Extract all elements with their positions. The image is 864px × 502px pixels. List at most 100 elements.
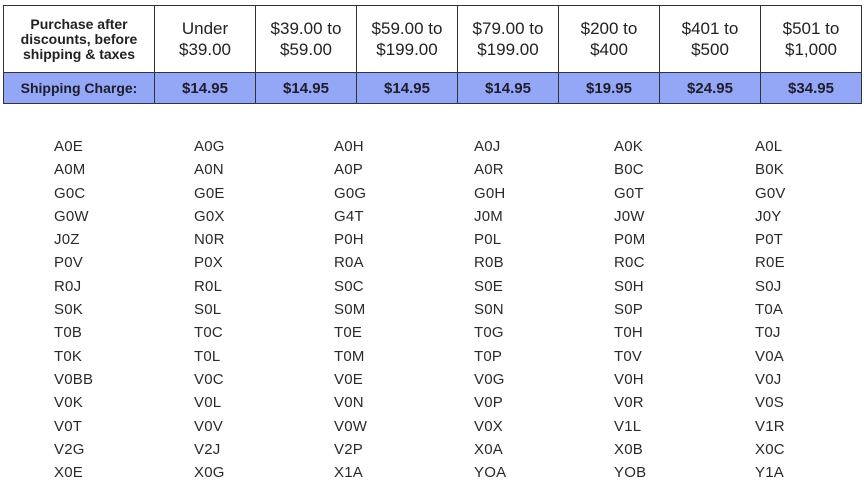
postal-code: T0C — [194, 324, 223, 342]
postal-code-row: V0K V0L V0N V0P V0R V0S — [0, 393, 864, 416]
tier-header-label: $200 to $400 — [580, 19, 638, 59]
postal-code-row: V2G V2J V2P X0A X0B X0C — [0, 440, 864, 463]
tier-header-label: $79.00 to $199.00 — [472, 19, 544, 59]
tier-header-cell: $79.00 to $199.00 — [457, 5, 559, 73]
tier-header-label: Under $39.00 — [179, 19, 231, 59]
tier-header-label: $501 to $1,000 — [782, 19, 840, 59]
postal-code: V0R — [614, 394, 644, 412]
postal-code: T0K — [54, 347, 83, 365]
postal-code: G4T — [334, 207, 364, 225]
postal-code-row: V0BB V0C V0E V0G V0H V0J — [0, 370, 864, 393]
postal-code: A0N — [194, 161, 224, 179]
postal-code: R0L — [194, 277, 223, 295]
postal-code: YOB — [614, 464, 647, 482]
postal-code: V2G — [54, 440, 85, 458]
postal-code: V0N — [334, 394, 364, 412]
postal-code: V0S — [755, 394, 784, 412]
postal-code: X0A — [474, 440, 503, 458]
postal-code-row: X0E X0G X1A YOA YOB Y1A — [0, 463, 864, 486]
postal-code: V2P — [334, 440, 363, 458]
postal-code: S0H — [614, 277, 644, 295]
shipping-charge-value: $14.95 — [154, 72, 256, 104]
postal-code: T0A — [755, 301, 784, 319]
tier-header-cell: $401 to $500 — [659, 5, 761, 73]
postal-code: P0T — [755, 231, 784, 249]
postal-code: X0E — [54, 464, 83, 482]
postal-code: T0B — [54, 324, 83, 342]
tier-header-cell: Under $39.00 — [154, 5, 256, 73]
postal-code: Y1A — [755, 464, 784, 482]
postal-code: A0J — [474, 138, 501, 155]
postal-code: G0W — [54, 207, 89, 225]
postal-code: T0P — [474, 347, 503, 365]
postal-code: V0J — [755, 370, 782, 388]
postal-code: G0E — [194, 184, 225, 202]
tier-header-label: $39.00 to $59.00 — [270, 19, 342, 59]
postal-code: G0X — [194, 207, 225, 225]
postal-code: A0R — [474, 161, 504, 179]
postal-code: S0N — [474, 301, 504, 319]
postal-code-grid: A0E A0G A0H A0J A0K A0L A0M A0N A0P A0R B0C B0K G0C G… — [0, 137, 864, 486]
postal-code: S0J — [755, 277, 782, 295]
postal-code: T0G — [474, 324, 504, 342]
tier-header-label: $59.00 to $199.00 — [371, 19, 443, 59]
postal-code: V0K — [54, 394, 83, 412]
postal-code: V0BB — [54, 370, 94, 388]
postal-code: A0G — [194, 138, 225, 155]
shipping-charge-value: $24.95 — [659, 72, 761, 104]
postal-code: J0Y — [755, 207, 782, 225]
tier-header-cell: $200 to $400 — [558, 5, 660, 73]
postal-code: N0R — [194, 231, 225, 249]
postal-code: P0X — [194, 254, 223, 272]
postal-code: S0L — [194, 301, 222, 319]
postal-code: R0C — [614, 254, 645, 272]
postal-code: X0B — [614, 440, 643, 458]
shipping-charge-value: $14.95 — [356, 72, 458, 104]
postal-code: R0A — [334, 254, 364, 272]
postal-code-row: V0T V0V V0W V0X V1L V1R — [0, 417, 864, 440]
postal-code: P0M — [614, 231, 646, 249]
postal-code-row: S0K S0L S0M S0N S0P T0A — [0, 300, 864, 323]
postal-code: J0W — [614, 207, 645, 225]
postal-code: J0M — [474, 207, 503, 225]
postal-code: V0V — [194, 417, 223, 435]
postal-code: X0C — [755, 440, 785, 458]
postal-code: S0K — [54, 301, 83, 319]
postal-code: G0H — [474, 184, 506, 202]
postal-code: J0Z — [54, 231, 80, 249]
postal-code: A0E — [54, 138, 83, 155]
postal-code: S0P — [614, 301, 643, 319]
postal-code: A0H — [334, 138, 364, 155]
postal-code: B0K — [755, 161, 784, 179]
postal-code: X1A — [334, 464, 363, 482]
tier-header-label: $401 to $500 — [681, 19, 739, 59]
postal-code: YOA — [474, 464, 507, 482]
postal-code-row: G0W G0X G4T J0M J0W J0Y — [0, 207, 864, 230]
postal-code-row: T0K T0L T0M T0P T0V V0A — [0, 347, 864, 370]
shipping-charge-value: $14.95 — [457, 72, 559, 104]
postal-code: T0H — [614, 324, 643, 342]
postal-code: S0E — [474, 277, 503, 295]
postal-code: A0L — [755, 138, 783, 155]
purchase-amount-header-cell: Purchase after discounts, before shippin… — [3, 5, 155, 73]
postal-code-row: A0M A0N A0P A0R B0C B0K — [0, 160, 864, 183]
postal-code: T0V — [614, 347, 643, 365]
postal-code: V2J — [194, 440, 221, 458]
postal-code: V0X — [474, 417, 503, 435]
price-tier-header-row: Purchase after discounts, before shippin… — [3, 5, 862, 73]
postal-code: S0M — [334, 301, 366, 319]
postal-code: T0J — [755, 324, 781, 342]
tier-header-cell: $39.00 to $59.00 — [255, 5, 357, 73]
postal-code: V0T — [54, 417, 83, 435]
postal-code: V0C — [194, 370, 224, 388]
postal-code: P0L — [474, 231, 502, 249]
shipping-charge-value: $34.95 — [760, 72, 862, 104]
postal-code: T0E — [334, 324, 363, 342]
postal-code-row: J0Z N0R P0H P0L P0M P0T — [0, 230, 864, 253]
postal-code: V0L — [194, 394, 222, 412]
postal-code: V0A — [755, 347, 784, 365]
shipping-rate-table: Purchase after discounts, before shippin… — [3, 5, 862, 104]
postal-code: A0K — [614, 138, 643, 155]
postal-code-row: A0E A0G A0H A0J A0K A0L — [0, 137, 864, 160]
postal-code: V0G — [474, 370, 505, 388]
